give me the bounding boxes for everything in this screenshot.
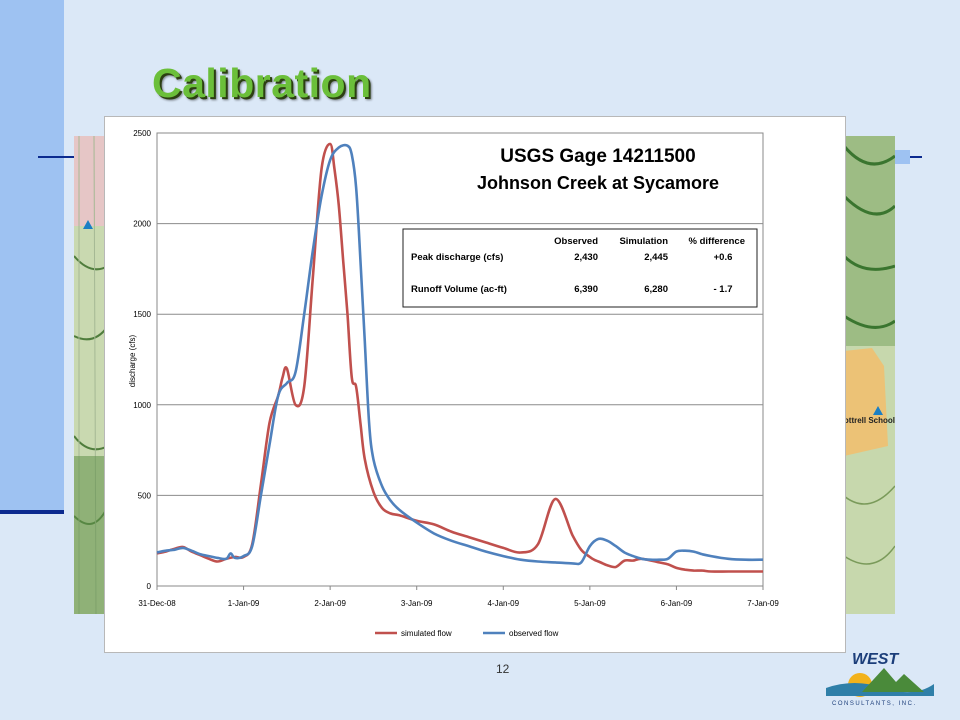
title-rule-left (38, 156, 78, 158)
x-tick-label: 4-Jan-09 (487, 599, 519, 608)
table-cell: 6,280 (644, 284, 668, 295)
accent-rule (0, 510, 64, 514)
y-tick-label: 2000 (133, 220, 151, 229)
legend-label: simulated flow (401, 629, 452, 638)
table-header: Simulation (619, 236, 668, 247)
title-rule-right-box (890, 150, 910, 164)
x-tick-label: 5-Jan-09 (574, 599, 606, 608)
chart-subtitle: Johnson Creek at Sycamore (477, 173, 719, 193)
legend-label: observed flow (509, 629, 559, 638)
table-header: % difference (689, 236, 746, 247)
x-tick-label: 2-Jan-09 (314, 599, 346, 608)
map-image-right: Cottrell School (844, 136, 895, 614)
table-cell: 6,390 (574, 284, 598, 295)
series-line-simulated-flow (156, 142, 763, 573)
svg-text:WEST: WEST (852, 651, 899, 668)
y-axis-label: discharge (cfs) (128, 334, 137, 387)
map-marker-icon (873, 406, 883, 415)
x-tick-label: 6-Jan-09 (661, 599, 693, 608)
map-label: Cottrell School (844, 416, 895, 425)
accent-bar (0, 0, 64, 510)
y-tick-label: 1000 (133, 401, 151, 410)
table-header: Observed (554, 236, 598, 247)
summary-table-box (402, 228, 758, 308)
chart-title: USGS Gage 14211500 (500, 146, 695, 167)
x-tick-label: 3-Jan-09 (401, 599, 433, 608)
chart-container: 0 500 1000 1500 2000 2500 31-Dec-08 1-Jan-09 2-J… (104, 116, 846, 653)
summary-table: Observed Simulation % difference Peak disch… (402, 228, 758, 308)
table-cell: Peak discharge (cfs) (411, 252, 503, 263)
series-line-observed-flow (156, 143, 764, 566)
x-tick-label: 7-Jan-09 (747, 599, 779, 608)
y-tick-label: 1500 (133, 310, 151, 319)
page-number: 12 (496, 662, 510, 676)
map-image-left (74, 136, 108, 614)
x-tick-label: 1-Jan-09 (228, 599, 260, 608)
west-logo: WEST CONSULTANTS, INC. (824, 648, 934, 708)
y-tick-label: 2500 (133, 129, 151, 138)
y-tick-label: 500 (138, 491, 152, 500)
table-cell: 2,430 (574, 252, 598, 263)
table-cell: +0.6 (714, 252, 733, 263)
chart-legend: simulated flow observed flow (375, 629, 559, 638)
y-tick-label: 0 (147, 582, 152, 591)
plot-frame (156, 132, 764, 587)
slide-title: Calibration (152, 60, 372, 106)
svg-text:CONSULTANTS, INC.: CONSULTANTS, INC. (832, 701, 917, 707)
map-marker-icon (83, 220, 93, 229)
table-cell: - 1.7 (713, 284, 732, 295)
x-tick-label: 31-Dec-08 (138, 599, 176, 608)
table-cell: Runoff Volume (ac-ft) (411, 284, 507, 295)
table-cell: 2,445 (644, 252, 668, 263)
discharge-chart: 0 500 1000 1500 2000 2500 31-Dec-08 1-Jan-09 2-J… (128, 129, 779, 638)
